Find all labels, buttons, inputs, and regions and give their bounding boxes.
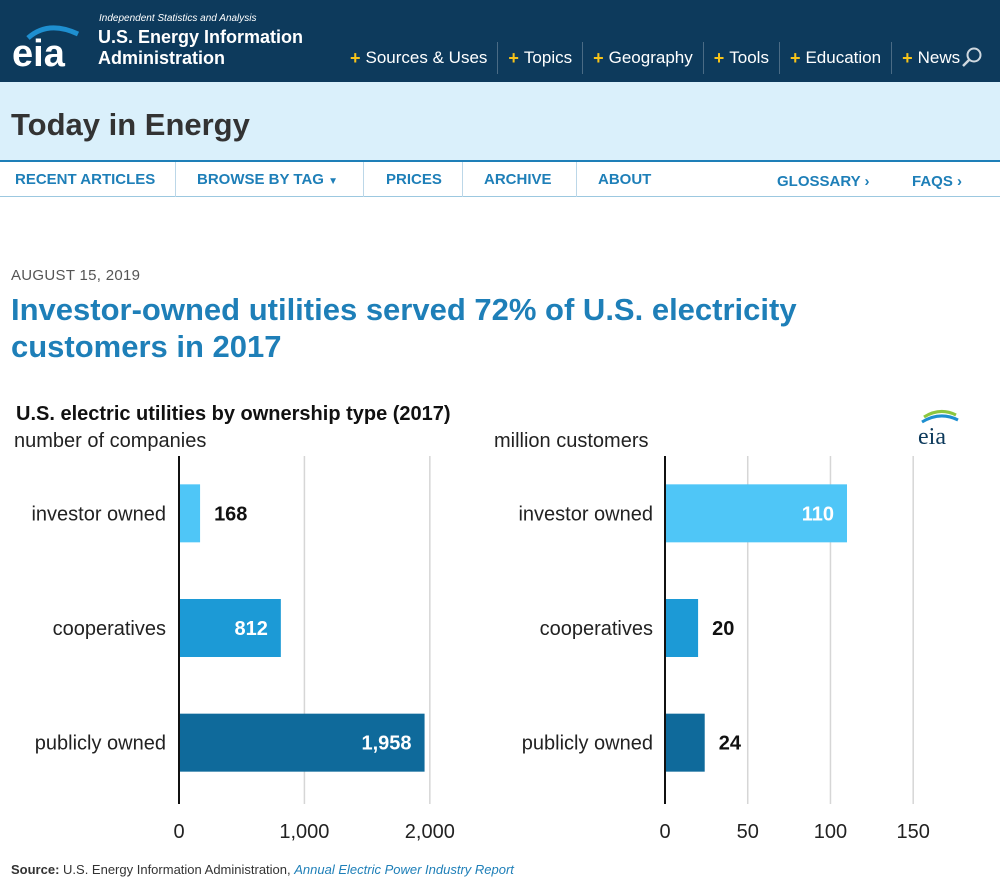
- subnav-divider: [462, 162, 463, 197]
- source-line: Source: U.S. Energy Information Administ…: [11, 862, 514, 877]
- subnav-faqs[interactable]: FAQS ›: [912, 164, 962, 199]
- nav-label: Topics: [523, 48, 573, 67]
- subnav-divider: [576, 162, 577, 197]
- chart: U.S. electric utilities by ownership typ…: [14, 403, 959, 843]
- tick-label: 150: [896, 821, 929, 843]
- plus-icon: +: [593, 47, 604, 68]
- chevron-right-icon: ›: [957, 173, 963, 190]
- bar: [179, 713, 425, 772]
- bar: [665, 713, 705, 772]
- logo-tagline: Independent Statistics and Analysis: [99, 13, 257, 24]
- article-headline: Investor-owned utilities served 72% of U…: [11, 292, 797, 364]
- tick-label: 0: [659, 821, 670, 843]
- plus-icon: +: [508, 47, 519, 68]
- search-icon[interactable]: [960, 46, 984, 70]
- subnav-browse-by-tag[interactable]: BROWSE BY TAG ▼: [197, 162, 338, 197]
- nav-news[interactable]: + News: [891, 42, 970, 74]
- logo-text: eia: [12, 33, 66, 72]
- tick-label: 0: [173, 821, 184, 843]
- nav-sources-uses[interactable]: + Sources & Uses: [340, 42, 497, 74]
- chevron-right-icon: ›: [864, 173, 870, 190]
- value-label: 110: [802, 503, 834, 525]
- plus-icon: +: [902, 47, 913, 68]
- value-label: 1,958: [362, 733, 412, 755]
- subnav-glossary[interactable]: GLOSSARY ›: [777, 164, 870, 199]
- section-title[interactable]: Today in Energy: [11, 107, 250, 142]
- nav-label: Sources & Uses: [365, 48, 488, 67]
- subnav-label: BROWSE BY TAG: [197, 171, 324, 188]
- panel-subtitle: number of companies: [14, 430, 206, 452]
- nav-geography[interactable]: + Geography: [582, 42, 703, 74]
- logo-swoosh: [921, 414, 959, 424]
- nav-tools[interactable]: + Tools: [702, 42, 779, 74]
- category-label: investor owned: [31, 503, 166, 525]
- category-label: cooperatives: [53, 618, 166, 640]
- org-name[interactable]: U.S. Energy Information Administration: [98, 27, 304, 68]
- subnav-label: FAQS: [912, 173, 953, 190]
- subnav-prices[interactable]: PRICES: [386, 171, 442, 188]
- nav-education[interactable]: + Education: [778, 42, 891, 74]
- chart-title: U.S. electric utilities by ownership typ…: [16, 403, 451, 425]
- category-label: publicly owned: [522, 733, 653, 755]
- value-label: 168: [214, 503, 247, 525]
- bar: [665, 599, 699, 657]
- category-label: cooperatives: [540, 618, 653, 640]
- main-nav: + Sources & Uses + Topics + Geography + Tool…: [340, 42, 970, 74]
- bar: [665, 484, 847, 543]
- tick-label: 2,000: [405, 821, 455, 843]
- tick-label: 50: [737, 821, 759, 843]
- sub-navigation: RECENT ARTICLES BROWSE BY TAG ▼ PRICES A…: [0, 160, 1000, 197]
- logo-swoosh: [923, 410, 957, 419]
- subnav-label: GLOSSARY: [777, 173, 861, 190]
- eia-logo[interactable]: eia: [8, 14, 84, 72]
- nav-label: Education: [805, 48, 882, 67]
- site-header: eia Independent Statistics and Analysis …: [0, 0, 1000, 82]
- nav-label: Tools: [729, 48, 769, 67]
- plus-icon: +: [350, 47, 361, 68]
- subnav-divider: [175, 162, 176, 197]
- plus-icon: +: [713, 47, 725, 68]
- chart-logo-text: eia: [918, 424, 946, 450]
- category-label: investor owned: [518, 503, 653, 525]
- nav-topics[interactable]: + Topics: [497, 42, 582, 74]
- bar: [179, 599, 281, 657]
- subnav-archive[interactable]: ARCHIVE: [484, 171, 552, 188]
- value-label: 20: [712, 618, 734, 640]
- value-label: 24: [719, 733, 742, 755]
- caret-down-icon: ▼: [328, 176, 339, 187]
- source-label: Source:: [11, 862, 60, 877]
- section-banner: [0, 82, 1000, 160]
- plus-icon: +: [789, 47, 801, 68]
- source-text: U.S. Energy Information Administration,: [63, 862, 291, 877]
- category-label: publicly owned: [35, 733, 166, 755]
- tick-label: 1,000: [279, 821, 329, 843]
- tick-label: 100: [814, 821, 847, 843]
- panel-subtitle: million customers: [494, 430, 648, 452]
- subnav-about[interactable]: ABOUT: [598, 171, 652, 188]
- subnav-recent-articles[interactable]: RECENT ARTICLES: [15, 171, 156, 188]
- nav-label: News: [917, 48, 961, 67]
- value-label: 812: [234, 618, 267, 640]
- article-date: AUGUST 15, 2019: [11, 267, 141, 284]
- bar: [179, 484, 201, 543]
- nav-label: Geography: [608, 48, 693, 67]
- subnav-divider: [363, 162, 364, 197]
- source-link[interactable]: Annual Electric Power Industry Report: [294, 862, 514, 877]
